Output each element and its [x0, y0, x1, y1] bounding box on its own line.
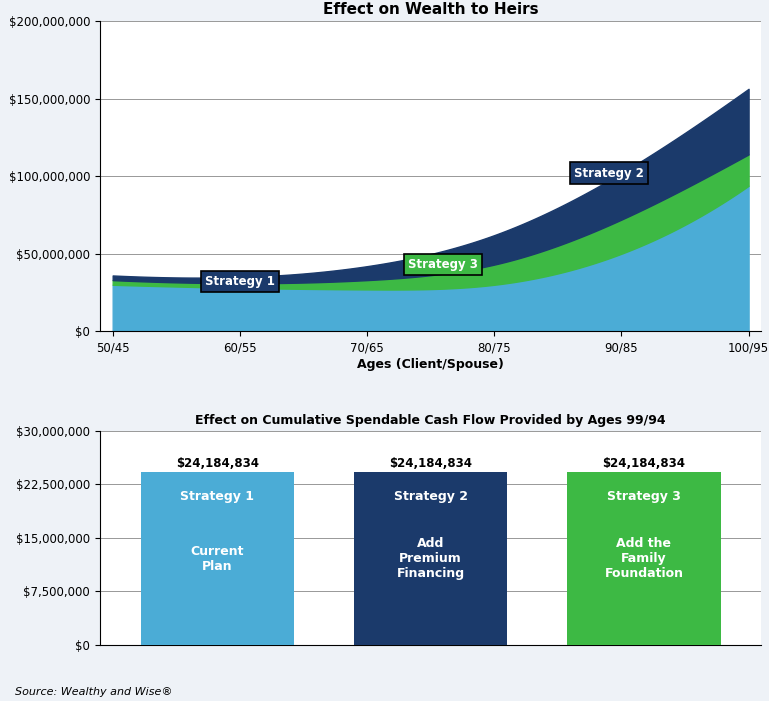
X-axis label: Ages (Client/Spouse): Ages (Client/Spouse): [358, 358, 504, 372]
Text: $24,184,834: $24,184,834: [389, 457, 472, 470]
Bar: [354, 472, 508, 645]
Text: Strategy 1: Strategy 1: [180, 490, 255, 503]
Text: Strategy 2: Strategy 2: [574, 167, 644, 179]
Text: Source: Wealthy and Wise®: Source: Wealthy and Wise®: [15, 688, 173, 697]
Text: Strategy 3: Strategy 3: [607, 490, 681, 503]
Title: Effect on Wealth to Heirs: Effect on Wealth to Heirs: [323, 2, 538, 17]
Text: Strategy 2: Strategy 2: [394, 490, 468, 503]
Title: Effect on Cumulative Spendable Cash Flow Provided by Ages 99/94: Effect on Cumulative Spendable Cash Flow…: [195, 414, 666, 427]
Text: Add
Premium
Financing: Add Premium Financing: [397, 537, 464, 580]
Text: Current
Plan: Current Plan: [191, 545, 244, 573]
Text: Add the
Family
Foundation: Add the Family Foundation: [604, 537, 684, 580]
Text: $24,184,834: $24,184,834: [176, 457, 259, 470]
Bar: [568, 472, 721, 645]
Text: $24,184,834: $24,184,834: [602, 457, 685, 470]
Bar: [141, 472, 294, 645]
Text: Strategy 1: Strategy 1: [205, 275, 275, 288]
Text: Strategy 3: Strategy 3: [408, 258, 478, 271]
